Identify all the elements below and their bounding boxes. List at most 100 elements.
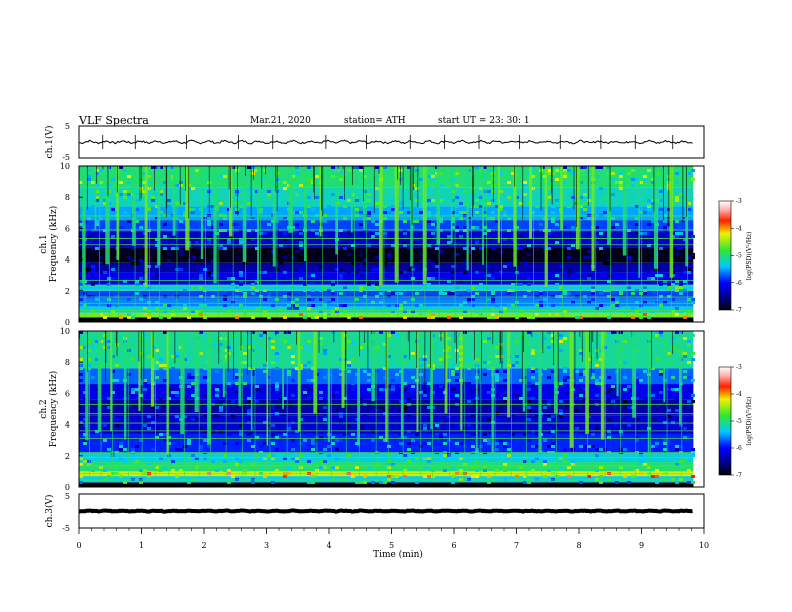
ch2s-marks-cell	[663, 463, 667, 466]
ch2s-marks-cell	[563, 376, 567, 379]
ch2s-marks-cell	[515, 361, 519, 364]
ch1s-marks-cell	[427, 175, 431, 178]
ch2s-marks-gap	[250, 331, 252, 369]
ch1s-marks-cell	[563, 295, 567, 298]
ch1s-marks-cell	[235, 256, 239, 259]
ch1s-marks-cell	[455, 172, 459, 175]
ch2s-marks-cell	[503, 352, 507, 355]
ch2s-marks-cell	[599, 466, 603, 469]
ch2s-marks-cell	[423, 424, 427, 427]
ch1s-marks-cell	[247, 217, 251, 220]
ch2s-marks-cell	[203, 394, 207, 397]
ch2s-marks-cell	[515, 355, 519, 358]
ch1s-marks-cell	[243, 295, 247, 298]
ch1s-marks-cell	[347, 232, 351, 235]
ch2s-marks-cell	[139, 481, 143, 484]
ch2s-marks-cell	[83, 433, 87, 436]
ch1s-marks-cell	[379, 292, 383, 295]
ch1s-marks-cell	[427, 214, 431, 217]
ch1s-marks-cell	[603, 211, 607, 214]
ch2s-marks-cell	[607, 337, 611, 340]
ch1s-marks-cell	[539, 223, 543, 226]
ch2s-marks-cell	[595, 478, 599, 481]
ch2s-marks-cell	[87, 463, 91, 466]
ch2s-marks-cell	[675, 445, 679, 448]
ch1s-marks-cell	[307, 307, 311, 310]
ch1s-marks-cell	[675, 232, 679, 235]
ch2s-marks-cell	[379, 481, 383, 484]
ch2s-marks-cell	[451, 364, 455, 367]
ch1s-marks-cell	[259, 208, 263, 211]
ch1s-marks-gap	[686, 166, 687, 217]
ch1s-marks-cell	[243, 313, 247, 316]
ch1s-marks-cell	[415, 292, 419, 295]
ch2s-marks-cell	[639, 460, 643, 463]
ch2s-marks-gap	[542, 331, 544, 354]
ch2s-marks-cell	[527, 397, 531, 400]
ch1s-marks-cell	[679, 196, 683, 199]
ch2s-marks-cell	[331, 442, 335, 445]
ch2s-marks-cell	[559, 334, 563, 337]
ch1s-marks-cell	[511, 172, 515, 175]
ch2s-marks-cell	[339, 373, 343, 376]
ch2s-marks-cell	[223, 337, 227, 340]
ch2s-marks-cell	[523, 475, 527, 478]
ch2s-marks-cell	[323, 415, 327, 418]
ch2s-marks-cell	[459, 478, 463, 481]
ch1s-marks-cell	[471, 298, 475, 301]
ch1s-marks-cell	[451, 178, 455, 181]
ch1s-marks-cell	[619, 292, 623, 295]
ch2s-marks-cell	[671, 478, 675, 481]
ch1s-marks-cell	[631, 307, 635, 310]
ch1s-marks-cell	[643, 232, 647, 235]
ch1s-marks-cell	[235, 190, 239, 193]
ch2s-marks-cell	[667, 415, 671, 418]
ch1s-marks-band	[79, 284, 694, 291]
ch2s-marks-cell	[211, 400, 215, 403]
ch2s-marks-cell	[551, 415, 555, 418]
ch1s-marks-cell	[427, 220, 431, 223]
ch1s-marks-burst	[335, 166, 338, 255]
ch2s-marks-cell	[563, 340, 567, 343]
ch1s-marks-cell	[159, 316, 163, 319]
ch1s-marks-cell	[463, 211, 467, 214]
ch2s-marks-cell	[503, 478, 507, 481]
ch1s-marks-cell	[219, 229, 223, 232]
ch2s-marks-cell	[235, 463, 239, 466]
ch1s-marks-cell	[563, 181, 567, 184]
ch1s-marks-cell	[523, 181, 527, 184]
ch1s-marks-cell	[679, 232, 683, 235]
ch2s-marks-gap	[592, 331, 594, 342]
ch1s-marks-cell	[255, 307, 259, 310]
ch2s-marks-cell	[543, 337, 547, 340]
ch2s-marks-cell	[303, 439, 307, 442]
ch2s-marks-cell	[407, 466, 411, 469]
ch2s-marks-cell	[239, 424, 243, 427]
ch1s-marks-cell	[387, 253, 391, 256]
ch2s-marks-cell	[495, 376, 499, 379]
ch2s-marks-cell	[275, 367, 279, 370]
ch2s-marks-cell	[179, 469, 183, 472]
ch1s-marks-cell	[147, 316, 151, 319]
ch2s-marks-gap	[424, 331, 426, 391]
ch2s-marks-cell	[635, 418, 639, 421]
ch1s-marks-cell	[659, 199, 663, 202]
ch1s-marks-cell	[507, 292, 511, 295]
ch2s-marks-cell	[283, 397, 287, 400]
ch2s-marks-cell	[263, 370, 267, 373]
ch2s-marks-cell	[651, 337, 655, 340]
ch1s-marks-cell	[635, 205, 639, 208]
ch2s-marks-cell	[679, 448, 683, 451]
ch1s-marks-gap	[682, 166, 684, 223]
ch1s-marks-cell	[91, 247, 95, 250]
ch1s-marks-cell	[507, 181, 511, 184]
ch1s-marks-cell	[515, 283, 519, 286]
ch2s-marks-cell	[535, 478, 539, 481]
ch1s-marks-cell	[375, 268, 379, 271]
ch1s-marks-cell	[167, 253, 171, 256]
ch1s-marks-cell	[619, 187, 623, 190]
colorbar-tick-label: -5	[736, 418, 742, 425]
ch2s-marks-cell	[355, 418, 359, 421]
ch2s-marks-cell	[123, 481, 127, 484]
ch1s-marks-cell	[171, 313, 175, 316]
